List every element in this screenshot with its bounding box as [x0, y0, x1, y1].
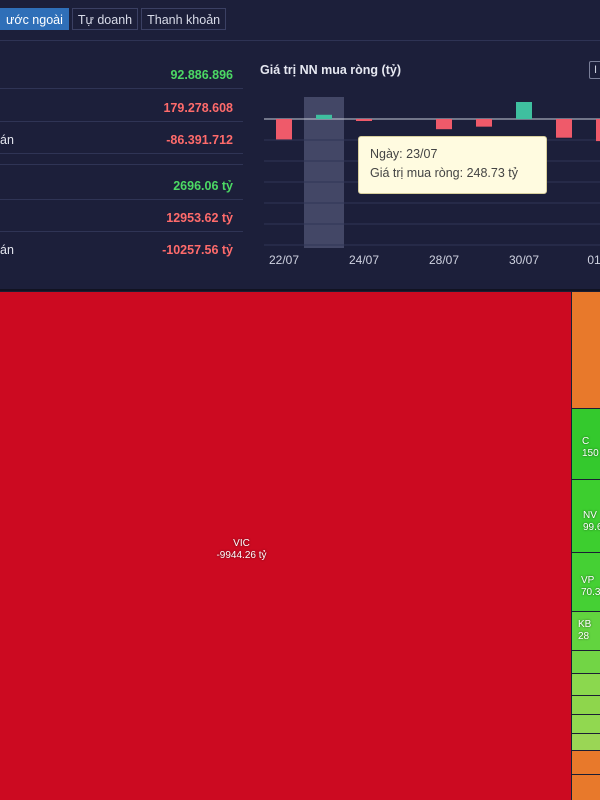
- tab-bar: ước ngoài Tự doanh Thanh khoản: [0, 8, 229, 30]
- x-tick-label: 24/07: [349, 253, 379, 267]
- bar-24-07: [356, 119, 372, 121]
- treemap-cell-label: NV 99.6: [583, 510, 600, 534]
- treemap-ticker: NV: [583, 510, 597, 521]
- treemap-ticker: VP: [581, 575, 595, 586]
- x-tick-label: 22/07: [269, 253, 299, 267]
- tab-foreign[interactable]: ước ngoài: [0, 8, 69, 30]
- stat-row: [0, 145, 243, 165]
- treemap-cell-label: KB 28: [578, 619, 591, 643]
- treemap-value: 150: [582, 448, 599, 459]
- treemap-cell[interactable]: [572, 674, 600, 695]
- top-panel: ước ngoài Tự doanh Thanh khoản 92.886.89…: [0, 0, 600, 290]
- treemap-cell[interactable]: VP 70.3: [572, 553, 600, 611]
- treemap-cell[interactable]: [572, 651, 600, 673]
- tooltip-value: Giá trị mua ròng: 248.73 tỷ: [370, 166, 518, 180]
- treemap-ticker: VIC: [233, 538, 250, 549]
- stat-row: án -86.391.712: [0, 127, 243, 154]
- treemap-cell[interactable]: [572, 751, 600, 774]
- chart-tooltip: Ngày: 23/07 Giá trị mua ròng: 248.73 tỷ: [358, 136, 547, 194]
- treemap-cell[interactable]: C 150: [572, 409, 600, 479]
- bar-28-07: [436, 119, 452, 130]
- stat-value: -10257.56 tỷ: [162, 243, 233, 257]
- stat-value: 2696.06 tỷ: [173, 179, 233, 193]
- net-buy-chart[interactable]: 22/07 24/07 28/07 30/07 01: [0, 0, 600, 290]
- treemap-cell[interactable]: [572, 734, 600, 750]
- bar-31-07: [556, 119, 572, 138]
- treemap-ticker: KB: [578, 619, 592, 630]
- stat-value: 12953.62 tỷ: [166, 211, 233, 225]
- divider: [0, 289, 600, 291]
- hover-band: [304, 97, 344, 248]
- stat-row: 2696.06 tỷ: [0, 173, 243, 200]
- stat-label: án: [0, 243, 14, 257]
- x-tick-label: 30/07: [509, 253, 539, 267]
- treemap-value: 28: [578, 631, 590, 642]
- x-tick-label: 28/07: [429, 253, 459, 267]
- treemap-cell-main[interactable]: VIC -9944.26 tỷ: [0, 292, 571, 800]
- bar-23-07: [316, 114, 332, 119]
- chart-title: Giá trị NN mua ròng (tỷ): [260, 63, 401, 77]
- bar-29-07: [476, 119, 492, 127]
- divider: [0, 40, 600, 41]
- treemap-cell[interactable]: [572, 775, 600, 800]
- treemap: VIC -9944.26 tỷ C 150 NV 99.6 VP 70.3 KB…: [0, 292, 600, 800]
- treemap-cell[interactable]: [572, 696, 600, 714]
- treemap-cell[interactable]: [572, 715, 600, 733]
- bar-22-07: [276, 119, 292, 140]
- stat-label: án: [0, 133, 14, 147]
- treemap-cell-label: VIC -9944.26 tỷ: [0, 538, 483, 562]
- tab-proprietary[interactable]: Tự doanh: [71, 8, 139, 30]
- tooltip-date: Ngày: 23/07: [370, 147, 438, 161]
- treemap-cell[interactable]: KB 28: [572, 612, 600, 650]
- stat-row: 179.278.608: [0, 95, 243, 122]
- treemap-ticker: C: [582, 436, 590, 447]
- tab-liquidity[interactable]: Thanh khoản: [141, 8, 227, 30]
- treemap-cell-label: C 150: [582, 436, 599, 460]
- stat-row: 12953.62 tỷ: [0, 205, 243, 232]
- stat-value: 179.278.608: [163, 101, 233, 115]
- chart-menu-button[interactable]: I: [589, 61, 600, 79]
- treemap-cell[interactable]: [572, 292, 600, 408]
- treemap-value: 99.6: [583, 522, 600, 533]
- bar-30-07: [516, 102, 532, 119]
- x-tick-label: 01: [587, 253, 600, 267]
- treemap-value: 70.3: [581, 587, 600, 598]
- treemap-value: -9944.26 tỷ: [216, 550, 267, 561]
- stat-value: 92.886.896: [170, 68, 233, 82]
- treemap-cell[interactable]: NV 99.6: [572, 480, 600, 552]
- stat-value: -86.391.712: [166, 133, 233, 147]
- bar-01-08: [596, 119, 600, 142]
- stat-row: án -10257.56 tỷ: [0, 237, 243, 264]
- treemap-cell-label: VP 70.3: [581, 575, 600, 599]
- stat-row: 92.886.896: [0, 62, 243, 89]
